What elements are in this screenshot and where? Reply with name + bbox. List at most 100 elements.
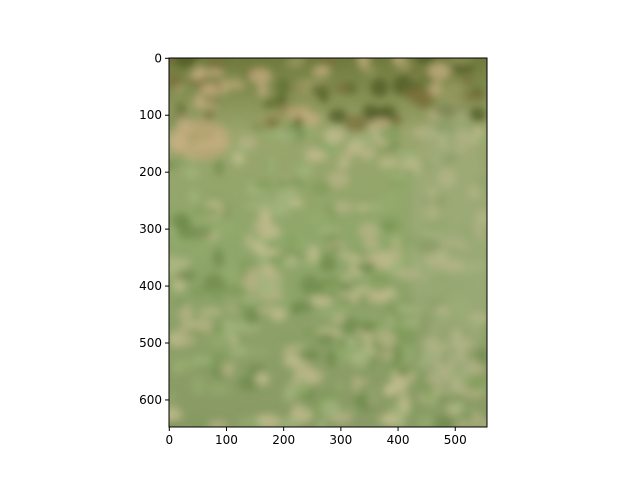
texture-blob — [349, 348, 372, 368]
texture-blob — [396, 366, 411, 378]
texture-blob — [191, 377, 205, 396]
texture-blob — [260, 264, 276, 276]
texture-blob — [360, 150, 374, 161]
texture-blob — [401, 71, 410, 83]
texture-blob — [446, 81, 464, 96]
texture-blob — [214, 159, 224, 176]
texture-blob — [309, 295, 334, 307]
texture-blob — [209, 351, 225, 370]
texture-blob — [362, 237, 380, 251]
texture-blob — [170, 120, 230, 160]
texture-blob — [229, 346, 249, 357]
texture-blob — [376, 262, 392, 270]
texture-blob — [280, 178, 307, 188]
texture-blob — [370, 78, 389, 98]
texture-blob — [275, 95, 287, 105]
texture-blob — [213, 220, 238, 237]
texture-blob — [461, 75, 475, 84]
texture-blob — [368, 398, 377, 405]
texture-blob — [376, 331, 396, 348]
texture-blob — [228, 82, 246, 90]
texture-blob — [328, 108, 348, 124]
texture-blob — [300, 404, 324, 411]
texture-blob — [258, 82, 268, 98]
texture-blob — [270, 199, 291, 218]
texture-blob — [174, 58, 198, 68]
texture-blob — [380, 365, 401, 372]
texture-blob — [304, 148, 328, 162]
texture-blob — [382, 351, 395, 361]
texture-blob — [361, 66, 378, 76]
texture-blob — [319, 256, 336, 273]
texture-blob — [384, 296, 396, 316]
texture-blob — [236, 261, 257, 270]
texture-blob — [227, 301, 253, 311]
texture-blob — [201, 68, 226, 77]
texture-blob — [473, 85, 482, 98]
texture-blob — [359, 319, 378, 334]
texture-blob — [325, 348, 338, 368]
texture-blob — [265, 116, 280, 129]
texture-blob — [323, 284, 340, 294]
texture-blob — [193, 354, 215, 367]
texture-blob — [254, 180, 272, 191]
texture-blob — [172, 213, 191, 220]
texture-blob — [344, 115, 369, 132]
texture-blob — [395, 415, 407, 427]
texture-blob — [276, 130, 298, 142]
texture-blob — [408, 66, 419, 75]
texture-blob — [310, 85, 330, 95]
texture-blob — [223, 265, 239, 284]
x-tick-label: 500 — [444, 433, 467, 447]
texture-blob — [317, 58, 340, 66]
texture-blob — [307, 244, 320, 263]
texture-blob — [193, 317, 214, 333]
texture-blob — [476, 132, 487, 148]
texture-blob — [174, 269, 197, 282]
texture-blob — [169, 393, 176, 403]
texture-blob — [333, 201, 353, 214]
texture-blob — [207, 420, 229, 427]
texture-blob — [454, 421, 474, 427]
texture-blob — [334, 380, 346, 391]
texture-blob — [352, 375, 361, 393]
texture-blob — [342, 273, 351, 282]
texture-blob — [430, 415, 456, 427]
texture-blob — [284, 106, 310, 119]
texture-blob — [273, 272, 284, 282]
y-tick-label: 0 — [154, 51, 162, 65]
axes: 0 100 200 300 400 500 0 100 200 300 400 500 600 — [139, 51, 467, 447]
texture-blob — [358, 261, 377, 274]
texture-blob — [193, 206, 220, 217]
texture-blob — [341, 317, 360, 335]
y-tick-label: 600 — [139, 393, 162, 407]
texture-blob — [317, 228, 340, 235]
texture-blob — [471, 411, 482, 427]
texture-blob — [317, 418, 327, 427]
texture-blob — [254, 306, 277, 314]
texture-blob — [188, 416, 211, 427]
texture-blob — [254, 371, 270, 386]
texture-blob — [263, 126, 283, 143]
axes-frame — [168, 57, 488, 428]
texture-blob — [416, 373, 427, 391]
texture-blob — [184, 167, 199, 180]
texture-blob — [311, 65, 331, 78]
texture-blob — [340, 252, 361, 261]
texture-blob — [318, 94, 330, 103]
texture-blob — [198, 308, 223, 316]
texture-blob — [244, 307, 260, 326]
x-tick-label: 400 — [387, 433, 410, 447]
texture-blob — [223, 250, 233, 257]
texture-blob — [169, 406, 182, 423]
texture-blob — [394, 327, 421, 346]
texture-blob — [365, 203, 385, 211]
texture-blob — [191, 247, 212, 256]
texture-blob — [296, 349, 321, 361]
texture-blob — [465, 406, 474, 426]
texture-blob — [337, 160, 350, 170]
texture-blob — [192, 101, 218, 109]
texture-blob — [377, 104, 397, 120]
texture-blob — [378, 124, 401, 142]
texture-blob — [388, 180, 412, 187]
